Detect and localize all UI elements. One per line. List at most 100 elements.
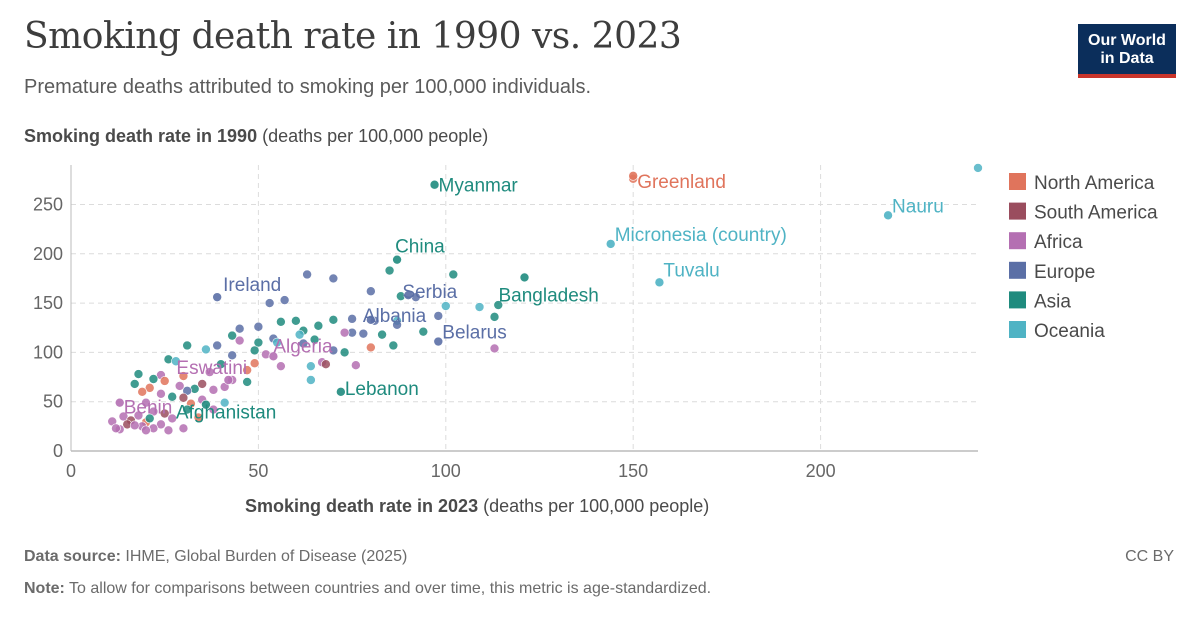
data-point (279, 295, 290, 305)
data-point (201, 344, 211, 355)
data-point (448, 269, 459, 280)
legend-swatch (1009, 321, 1026, 338)
data-point-afghanistan (201, 399, 211, 410)
data-point (306, 375, 316, 385)
data-point (118, 411, 129, 422)
data-point (159, 408, 170, 419)
data-point (347, 314, 357, 324)
data-point (133, 410, 144, 421)
data-point (129, 379, 140, 389)
data-point (328, 315, 339, 325)
chart-subtitle: Premature deaths attributed to smoking p… (24, 76, 592, 98)
data-point (489, 312, 500, 322)
legend-label-europe: Europe (1034, 262, 1095, 283)
legend-label-africa: Africa (1034, 232, 1083, 253)
y-axis-label-bold: Smoking death rate in 1990 (24, 126, 258, 146)
data-point (328, 345, 339, 356)
point-label-nauru: Nauru (892, 196, 944, 217)
data-source: Data source: IHME, Global Burden of Dise… (24, 548, 407, 566)
data-point (197, 379, 207, 389)
data-point (328, 273, 339, 284)
y-tick-label: 50 (43, 392, 63, 412)
license-link[interactable]: CC BY (1125, 548, 1174, 565)
data-point (493, 300, 504, 310)
data-point (242, 365, 252, 375)
data-point (148, 374, 159, 384)
note: Note: To allow for comparisons between c… (24, 580, 711, 598)
point-label-albania: Albania (363, 306, 427, 327)
data-point (253, 321, 264, 332)
point-label-benin: Benin (124, 398, 173, 419)
data-point (171, 356, 181, 367)
x-tick-label: 100 (431, 461, 461, 481)
data-point (358, 328, 369, 339)
data-point (973, 163, 983, 173)
chart-title: Smoking death rate in 1990 vs. 2023 (24, 16, 682, 57)
data-point (339, 327, 350, 338)
x-axis-label-bold: Smoking death rate in 2023 (245, 496, 479, 516)
x-tick-label: 0 (66, 461, 76, 481)
data-point-algeria (268, 351, 279, 362)
y-tick-label: 0 (53, 441, 63, 461)
point-label-micronesia-country-: Micronesia (country) (615, 225, 787, 246)
data-point (208, 385, 219, 395)
owid-logo[interactable]: Our World in Data (1078, 24, 1176, 78)
data-point-albania (366, 315, 376, 325)
data-point (392, 319, 402, 330)
data-point (418, 326, 429, 337)
data-point (249, 358, 260, 369)
legend: North America South America Africa Europe As… (1009, 173, 1158, 342)
source-text[interactable]: IHME, Global Burden of Disease (2025) (125, 548, 408, 565)
data-point (174, 381, 185, 391)
logo-line-1: Our World (1088, 32, 1166, 49)
legend-swatch (1009, 261, 1026, 279)
data-point-myanmar (429, 179, 440, 190)
x-axis-label: Smoking death rate in 2023 (deaths per 1… (245, 496, 709, 517)
data-point (249, 345, 260, 356)
data-point (321, 359, 331, 370)
data-point-nauru (883, 210, 893, 221)
data-point (384, 265, 395, 276)
legend-label-asia: Asia (1034, 291, 1071, 312)
data-point-ireland (212, 292, 222, 302)
data-point (388, 340, 399, 351)
data-point (182, 404, 192, 415)
data-point (264, 298, 275, 308)
y-axis-label: Smoking death rate in 1990 (deaths per 1… (24, 126, 488, 147)
legend-label-south-america: South America (1034, 203, 1158, 224)
point-label-afghanistan: Afghanistan (176, 403, 276, 424)
data-point (366, 342, 376, 353)
point-label-bangladesh: Bangladesh (499, 285, 599, 306)
data-point-belarus (433, 336, 444, 347)
data-point (227, 330, 237, 341)
data-point-serbia (403, 290, 414, 300)
y-axis-label-unit: (deaths per 100,000 people) (262, 126, 489, 146)
data-point (474, 302, 485, 312)
data-point (156, 419, 166, 430)
x-tick-label: 200 (806, 461, 836, 481)
data-point (227, 350, 237, 361)
data-point-eswatini (223, 375, 234, 385)
data-point (156, 388, 166, 399)
y-tick-label: 150 (33, 293, 63, 313)
data-point (129, 420, 140, 431)
legend-label-oceania: Oceania (1034, 321, 1105, 342)
source-label: Data source: (24, 548, 121, 565)
x-tick-label: 50 (248, 461, 268, 481)
data-point (366, 286, 376, 297)
x-axis-label-unit: (deaths per 100,000 people) (483, 496, 710, 516)
data-point (351, 360, 361, 371)
data-point (167, 391, 177, 402)
data-point (111, 423, 121, 434)
data-point (433, 311, 444, 321)
legend-swatch (1009, 202, 1026, 220)
data-point (159, 376, 170, 386)
data-point (302, 269, 312, 280)
x-tick-label: 150 (618, 461, 648, 481)
data-point (208, 404, 219, 415)
point-label-algeria: Algeria (273, 336, 333, 357)
point-label-eswatini: Eswatini (176, 358, 247, 379)
data-point (141, 397, 151, 408)
axis-ticks: 0 50 100 150 200 250 0 50 100 150 200 (33, 194, 836, 481)
data-points (107, 163, 983, 436)
